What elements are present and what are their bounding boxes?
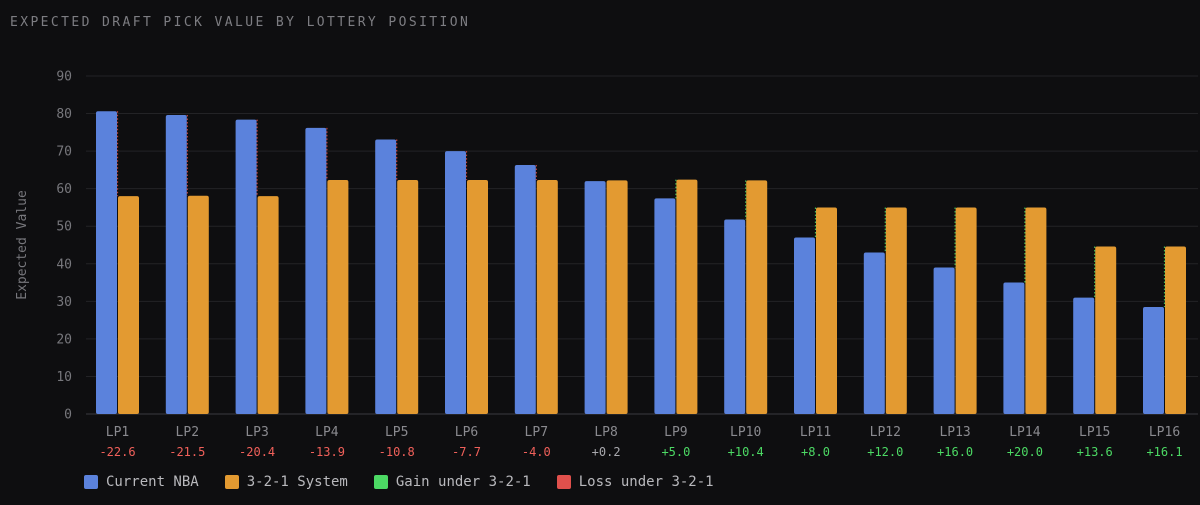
- x-tick-label: LP7: [525, 425, 548, 440]
- y-tick-label: 40: [56, 257, 72, 272]
- x-tick-label: LP1: [106, 425, 129, 440]
- legend-item: Loss under 3-2-1: [556, 474, 714, 490]
- bar-321-system: [187, 195, 209, 414]
- bar-current-nba: [724, 219, 746, 414]
- y-tick-label: 20: [56, 332, 72, 347]
- legend-label: Current NBA: [106, 474, 199, 490]
- legend-item: 3-2-1 System: [224, 474, 348, 490]
- x-tick-label: LP2: [176, 425, 199, 440]
- bar-321-system: [606, 180, 628, 414]
- x-tick-label: LP10: [730, 425, 761, 440]
- chart-title: EXPECTED DRAFT PICK VALUE BY LOTTERY POS…: [10, 15, 471, 30]
- y-tick-label: 90: [56, 70, 72, 85]
- difference-label: +0.2: [592, 445, 621, 459]
- bar-321-system: [257, 196, 279, 414]
- x-tick-label: LP6: [455, 425, 478, 440]
- bar-current-nba: [1073, 297, 1095, 414]
- bar-current-nba: [375, 139, 397, 415]
- legend-item: Current NBA: [84, 474, 199, 490]
- bar-321-system: [467, 180, 488, 414]
- y-tick-label: 80: [56, 107, 72, 122]
- difference-label: +12.0: [867, 445, 903, 459]
- legend-swatch: [373, 475, 388, 489]
- difference-label: -7.7: [452, 445, 481, 459]
- y-tick-label: 10: [56, 370, 72, 385]
- bar-current-nba: [863, 252, 885, 414]
- bar-321-system: [816, 207, 837, 414]
- difference-label: +5.0: [661, 445, 690, 459]
- legend-label: Gain under 3-2-1: [395, 474, 531, 490]
- bar-current-nba: [165, 115, 187, 415]
- bar-current-nba: [584, 181, 606, 414]
- difference-label: -13.9: [309, 445, 345, 459]
- x-tick-label: LP5: [385, 425, 408, 440]
- y-tick-label: 60: [56, 182, 72, 197]
- y-tick-label: 0: [64, 408, 72, 423]
- bar-current-nba: [794, 237, 815, 414]
- x-tick-label: LP8: [594, 425, 617, 440]
- legend-swatch: [84, 475, 98, 489]
- bar-321-system: [1095, 246, 1117, 414]
- legend-label: Loss under 3-2-1: [578, 474, 714, 490]
- difference-label: +8.0: [801, 445, 830, 459]
- bar-current-nba: [654, 198, 676, 414]
- x-tick-label: LP16: [1149, 425, 1180, 440]
- difference-label: -10.8: [379, 445, 415, 459]
- x-tick-label: LP15: [1079, 425, 1110, 440]
- bar-321-system: [1165, 246, 1186, 414]
- difference-label: +16.0: [937, 445, 973, 459]
- x-tick-label: LP11: [800, 425, 831, 440]
- legend-item: Gain under 3-2-1: [373, 474, 531, 490]
- bar-current-nba: [514, 165, 536, 414]
- bar-321-system: [536, 180, 558, 414]
- bar-321-system: [397, 180, 419, 414]
- bar-321-system: [955, 207, 977, 414]
- bar-current-nba: [933, 267, 955, 414]
- x-tick-label: LP3: [245, 425, 268, 440]
- difference-label: +20.0: [1007, 445, 1043, 459]
- bar-321-system: [327, 180, 349, 414]
- difference-label: -20.4: [239, 445, 275, 459]
- bar-321-system: [746, 180, 768, 414]
- x-tick-label: LP12: [870, 425, 901, 440]
- bar-current-nba: [1143, 306, 1164, 414]
- bar-321-system: [676, 179, 698, 414]
- x-tick-label: LP4: [315, 425, 339, 440]
- y-tick-label: 50: [56, 220, 72, 235]
- bar-current-nba: [235, 119, 257, 414]
- difference-label: -22.6: [99, 445, 135, 459]
- difference-label: +10.4: [728, 445, 764, 459]
- bar-321-system: [885, 207, 907, 414]
- bar-current-nba: [445, 151, 466, 414]
- bar-321-system: [118, 196, 139, 414]
- legend-swatch: [224, 475, 239, 489]
- legend-label: 3-2-1 System: [246, 474, 348, 490]
- x-tick-label: LP9: [664, 425, 687, 440]
- x-tick-label: LP14: [1009, 425, 1040, 440]
- difference-label: -4.0: [522, 445, 551, 459]
- y-tick-label: 70: [56, 145, 72, 160]
- bar-current-nba: [96, 111, 117, 415]
- legend-swatch: [556, 475, 571, 489]
- bar-321-system: [1025, 207, 1047, 414]
- difference-label: +16.1: [1146, 445, 1182, 459]
- bar-current-nba: [1003, 282, 1025, 414]
- x-tick-label: LP13: [939, 425, 970, 440]
- y-tick-label: 30: [56, 295, 72, 310]
- difference-label: -21.5: [169, 445, 205, 459]
- bar-current-nba: [305, 127, 327, 415]
- legend: Current NBA 3-2-1 System Gain under 3-2-1 L…: [84, 474, 714, 490]
- y-axis-label: Expected Value: [15, 190, 30, 300]
- difference-label: +13.6: [1077, 445, 1113, 459]
